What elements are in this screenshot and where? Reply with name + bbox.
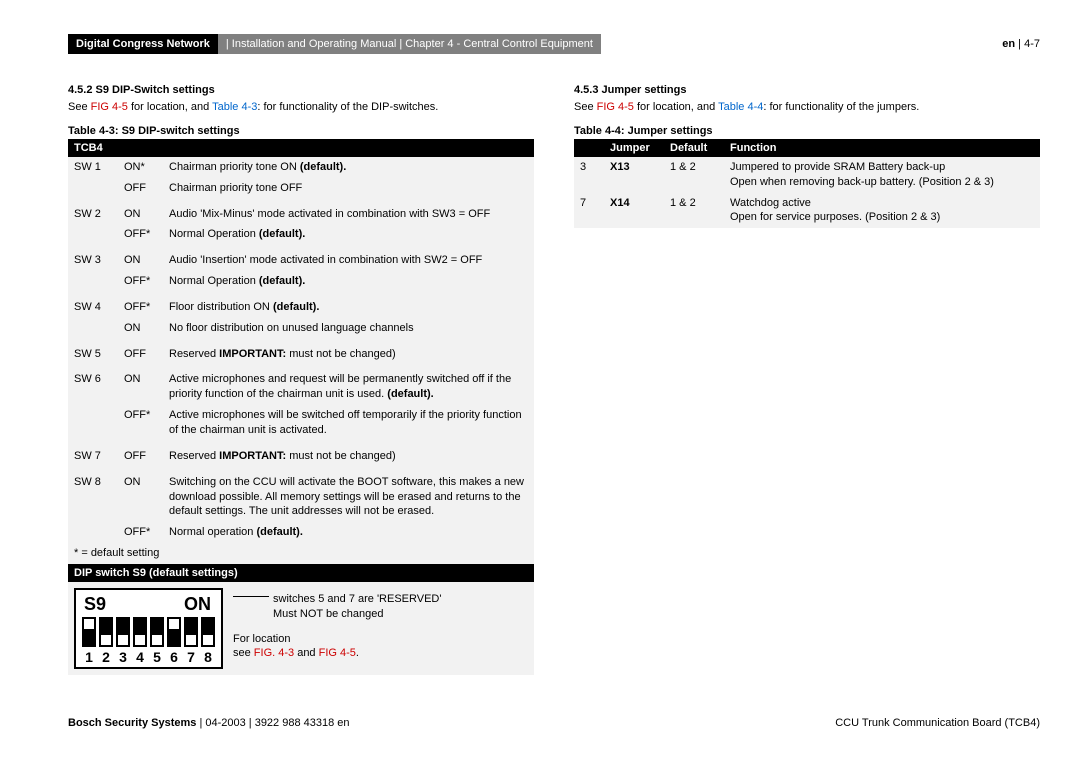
dip-number: 4: [133, 649, 147, 665]
dip-label-on: ON: [184, 594, 211, 615]
txt: and: [294, 647, 318, 659]
header-trail: | Installation and Operating Manual | Ch…: [218, 34, 601, 54]
ref-fig-4-5: FIG 4-5: [91, 101, 128, 113]
txt: .: [356, 647, 359, 659]
dip-note1: switches 5 and 7 are 'RESERVED': [273, 593, 441, 605]
left-column: 4.5.2 S9 DIP-Switch settings See FIG 4-5…: [68, 84, 534, 675]
th-function: Function: [724, 139, 1040, 157]
footer-right: CCU Trunk Communication Board (TCB4): [835, 717, 1040, 729]
table-jumper: Jumper Default Function 3X131 & 2Jumpere…: [574, 139, 1040, 228]
footer-company: Bosch Security Systems: [68, 717, 196, 729]
ref-table-4-3: Table 4-3: [212, 101, 257, 113]
dip-slot: [99, 617, 113, 647]
dip-slot: [167, 617, 181, 647]
table-row: SW 1ON*Chairman priority tone ON (defaul…: [68, 157, 534, 178]
dip-graphic: S9 ON 12345678: [74, 588, 223, 669]
table-row: SW 5OFFReserved IMPORTANT: must not be c…: [68, 339, 534, 365]
dip-slot: [116, 617, 130, 647]
table-row: SW 6ONActive microphones and request wil…: [68, 364, 534, 405]
dip-number: 6: [167, 649, 181, 665]
header-brand: Digital Congress Network: [68, 34, 218, 54]
dip-slot: [201, 617, 215, 647]
th-blank: [574, 139, 604, 157]
txt: See: [574, 101, 597, 113]
dip-number: 8: [201, 649, 215, 665]
table-row: OFF*Normal Operation (default).: [68, 224, 534, 245]
dip-slot: [82, 617, 96, 647]
dip-slot: [184, 617, 198, 647]
th-tcb4: TCB4: [68, 139, 534, 157]
content-columns: 4.5.2 S9 DIP-Switch settings See FIG 4-5…: [68, 84, 1040, 675]
dip-slot: [150, 617, 164, 647]
para-jumper-intro: See FIG 4-5 for location, and Table 4-4:…: [574, 100, 1040, 115]
right-column: 4.5.3 Jumper settings See FIG 4-5 for lo…: [574, 84, 1040, 675]
header-page: | 4-7: [1015, 38, 1040, 50]
table-row: OFF*Normal Operation (default).: [68, 271, 534, 292]
dip-note3: For location: [233, 632, 528, 647]
table-row: SW 7OFFReserved IMPORTANT: must not be c…: [68, 441, 534, 467]
dip-number: 3: [116, 649, 130, 665]
dip-number: 2: [99, 649, 113, 665]
page-footer: Bosch Security Systems | 04-2003 | 3922 …: [68, 717, 1040, 729]
asterisk-note: * = default setting: [68, 543, 534, 564]
para-dipswitch-intro: See FIG 4-5 for location, and Table 4-3:…: [68, 100, 534, 115]
txt: see: [233, 647, 254, 659]
caption-table-4-3: Table 4-3: S9 DIP-switch settings: [68, 125, 534, 137]
table-row: OFFChairman priority tone OFF: [68, 178, 534, 199]
table-row: OFF*Normal operation (default).: [68, 522, 534, 543]
header-pagenum: en | 4-7: [1002, 38, 1040, 50]
table-row: 7X141 & 2Watchdog activeOpen for service…: [574, 193, 1040, 229]
table-row: SW 8ONSwitching on the CCU will activate…: [68, 467, 534, 523]
ref-table-4-4: Table 4-4: [718, 101, 763, 113]
th-default: Default: [664, 139, 724, 157]
txt: : for functionality of the DIP-switches.: [257, 101, 438, 113]
heading-4-5-3: 4.5.3 Jumper settings: [574, 84, 1040, 96]
dip-number: 7: [184, 649, 198, 665]
dip-number: 5: [150, 649, 164, 665]
dip-slot: [133, 617, 147, 647]
heading-4-5-2: 4.5.2 S9 DIP-Switch settings: [68, 84, 534, 96]
page-header: Digital Congress Network | Installation …: [68, 34, 1040, 54]
footer-meta: | 04-2003 | 3922 988 43318 en: [196, 717, 349, 729]
table-row: SW 2ONAudio 'Mix-Minus' mode activated i…: [68, 199, 534, 225]
dip-note2: Must NOT be changed: [233, 607, 528, 622]
table-row: SW 3ONAudio 'Insertion' mode activated i…: [68, 245, 534, 271]
table-dip-switch: TCB4 SW 1ON*Chairman priority tone ON (d…: [68, 139, 534, 564]
ref-fig-4-5c: FIG 4-5: [597, 101, 634, 113]
dip-diagram-body: S9 ON 12345678 switches 5 and 7 are 'RES…: [68, 582, 534, 675]
table-row: 3X131 & 2Jumpered to provide SRAM Batter…: [574, 157, 1040, 193]
txt: : for functionality of the jumpers.: [763, 101, 919, 113]
dip-default-header: DIP switch S9 (default settings): [68, 564, 534, 582]
ref-fig-4-3: FIG. 4-3: [254, 647, 294, 659]
txt: See: [68, 101, 91, 113]
txt: for location, and: [634, 101, 718, 113]
footer-left: Bosch Security Systems | 04-2003 | 3922 …: [68, 717, 350, 729]
header-lang: en: [1002, 38, 1015, 50]
dip-number: 1: [82, 649, 96, 665]
txt: for location, and: [128, 101, 212, 113]
ref-fig-4-5b: FIG 4-5: [319, 647, 356, 659]
dip-label-s9: S9: [84, 594, 106, 615]
table-row: SW 4OFF*Floor distribution ON (default).: [68, 292, 534, 318]
table-row: ONNo floor distribution on unused langua…: [68, 318, 534, 339]
th-jumper: Jumper: [604, 139, 664, 157]
table-row: OFF*Active microphones will be switched …: [68, 405, 534, 441]
dip-notes: switches 5 and 7 are 'RESERVED' Must NOT…: [233, 588, 528, 661]
caption-table-4-4: Table 4-4: Jumper settings: [574, 125, 1040, 137]
